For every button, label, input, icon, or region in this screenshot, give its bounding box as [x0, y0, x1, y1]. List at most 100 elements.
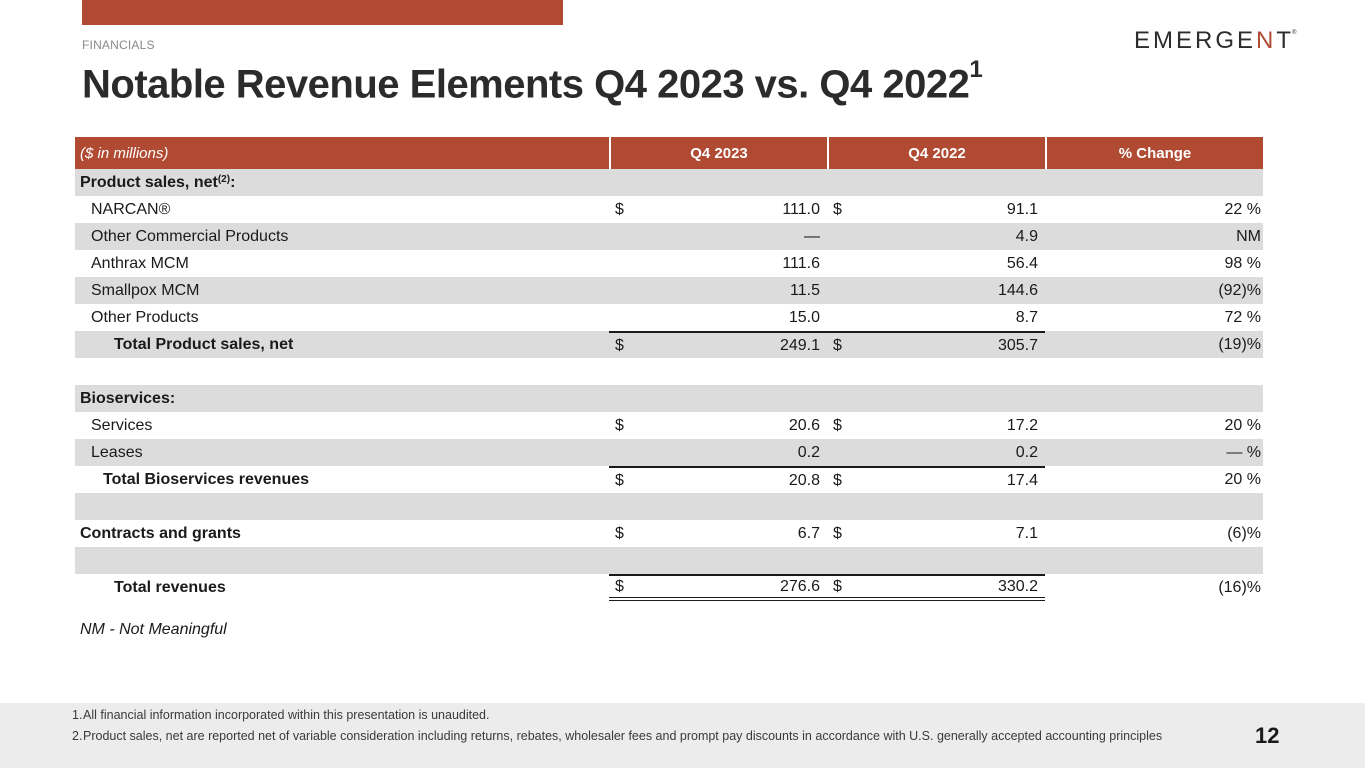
table-row: Services $20.6 $17.2 20 %	[75, 412, 1263, 439]
row-label	[75, 547, 609, 574]
value-q4-2023: —	[609, 223, 827, 250]
value-pct-change: (92)%	[1218, 281, 1261, 299]
logo-accent-letter: N	[1256, 27, 1277, 54]
company-logo: EMERGE N T ®	[1134, 27, 1297, 54]
title-footnote-ref: 1	[969, 56, 983, 83]
value-q4-2023: $6.7	[609, 520, 827, 547]
dollar-sign: $	[833, 416, 842, 434]
footnote-text: All financial information incorporated w…	[83, 708, 490, 722]
value-pct-change: 20 %	[1224, 470, 1261, 488]
value-text: 20.6	[788, 416, 820, 434]
value-pct-change: 20 %	[1224, 416, 1261, 434]
value-q4-2022	[827, 385, 1045, 412]
column-header-units: ($ in millions)	[80, 144, 169, 162]
value-q4-2023: $249.1	[609, 331, 827, 358]
value-q4-2022: 0.2	[827, 439, 1045, 466]
value-text: 144.6	[997, 281, 1038, 299]
value-text: 0.2	[1015, 443, 1038, 461]
value-q4-2023	[609, 385, 827, 412]
row-label: Services	[91, 416, 153, 434]
revenue-table: ($ in millions) Q4 2023 Q4 2022 % Change…	[75, 137, 1263, 601]
row-label-suffix: :	[230, 173, 236, 191]
value-text: 4.9	[1015, 227, 1038, 245]
dollar-sign: $	[833, 524, 842, 542]
table-row-total-product-sales: Total Product sales, net $249.1 $305.7 (…	[75, 331, 1263, 358]
table-row-bioservices-heading: Bioservices:	[75, 385, 1263, 412]
column-header-q4-2022: Q4 2022	[827, 137, 1045, 169]
footer: 1. All financial information incorporate…	[0, 703, 1365, 768]
footnotes: 1. All financial information incorporate…	[72, 707, 1232, 749]
table-row: Other Products 15.0 8.7 72 %	[75, 304, 1263, 331]
dollar-sign: $	[615, 200, 624, 218]
column-header-pct-change: % Change	[1045, 137, 1263, 169]
footnote-ref: (2)	[217, 174, 231, 185]
value-pct-change	[1045, 385, 1263, 412]
row-label	[75, 493, 609, 520]
footnote: 1. All financial information incorporate…	[72, 707, 1232, 723]
value-q4-2023: $276.6	[609, 574, 827, 601]
dollar-sign: $	[833, 471, 842, 489]
logo-text: EMERGE	[1134, 27, 1257, 54]
table-row-product-sales-heading: Product sales, net (2):	[75, 169, 1263, 196]
value-q4-2023	[609, 169, 827, 196]
dollar-sign: $	[615, 336, 624, 354]
value-q4-2022: $305.7	[827, 331, 1045, 358]
table-row-spacer	[75, 493, 1263, 520]
nm-note: NM - Not Meaningful	[80, 621, 227, 638]
value-text: 7.1	[1015, 524, 1038, 542]
value-q4-2023: 11.5	[609, 277, 827, 304]
table-row: NARCAN® $111.0 $91.1 22 %	[75, 196, 1263, 223]
value-text: 0.2	[797, 443, 820, 461]
dollar-sign: $	[615, 471, 624, 489]
value-q4-2022: $7.1	[827, 520, 1045, 547]
page-title: Notable Revenue Elements Q4 2023 vs. Q4 …	[82, 56, 983, 107]
table-header-row: ($ in millions) Q4 2023 Q4 2022 % Change	[75, 137, 1263, 169]
page-title-text: Notable Revenue Elements Q4 2023 vs. Q4 …	[82, 62, 970, 107]
dollar-sign: $	[615, 416, 624, 434]
value-q4-2023: 15.0	[609, 304, 827, 331]
table-row: Leases 0.2 0.2 — %	[75, 439, 1263, 466]
value-text: 111.6	[782, 254, 820, 272]
table-row: Smallpox MCM 11.5 144.6 (92)%	[75, 277, 1263, 304]
value-text: 305.7	[997, 336, 1038, 354]
table-row-spacer	[75, 547, 1263, 574]
table-row: Other Commercial Products — 4.9 NM	[75, 223, 1263, 250]
table-row-spacer	[75, 358, 1263, 385]
value-pct-change: (16)%	[1218, 578, 1261, 596]
row-label-text: Product sales, net	[80, 173, 218, 191]
value-q4-2022: 56.4	[827, 250, 1045, 277]
table-row-contracts-grants: Contracts and grants $6.7 $7.1 (6)%	[75, 520, 1263, 547]
value-q4-2022: 4.9	[827, 223, 1045, 250]
table-row-total-bioservices: Total Bioservices revenues $20.8 $17.4 2…	[75, 466, 1263, 493]
value-text: 249.1	[779, 336, 820, 354]
value-text: 11.5	[790, 281, 820, 299]
value-q4-2022	[827, 169, 1045, 196]
value-pct-change: NM	[1236, 227, 1261, 245]
footnote-number: 2.	[72, 729, 83, 743]
value-pct-change: (6)%	[1227, 524, 1261, 542]
value-text: 17.4	[1006, 471, 1038, 489]
value-q4-2023: $20.8	[609, 466, 827, 493]
row-label: Other Commercial Products	[91, 227, 289, 245]
logo-registered-mark: ®	[1292, 30, 1297, 36]
page-number: 12	[1255, 723, 1280, 748]
row-label: Anthrax MCM	[91, 254, 189, 272]
value-q4-2022: 8.7	[827, 304, 1045, 331]
row-label: Leases	[91, 443, 143, 461]
column-header-q4-2023: Q4 2023	[609, 137, 827, 169]
row-label: Other Products	[91, 308, 199, 326]
row-label: Total Product sales, net	[114, 335, 294, 353]
accent-bar	[82, 0, 563, 25]
value-text: 6.7	[797, 524, 820, 542]
value-text: 17.2	[1006, 416, 1038, 434]
value-q4-2023: 0.2	[609, 439, 827, 466]
footnote: 2. Product sales, net are reported net o…	[72, 728, 1232, 744]
row-label: Bioservices:	[80, 389, 176, 407]
row-label: Contracts and grants	[80, 524, 241, 542]
value-text: 20.8	[788, 471, 820, 489]
value-pct-change: — %	[1226, 443, 1261, 461]
value-text: 276.6	[779, 577, 820, 595]
section-label: FINANCIALS	[82, 38, 155, 52]
dollar-sign: $	[615, 524, 624, 542]
value-text: 56.4	[1006, 254, 1038, 272]
